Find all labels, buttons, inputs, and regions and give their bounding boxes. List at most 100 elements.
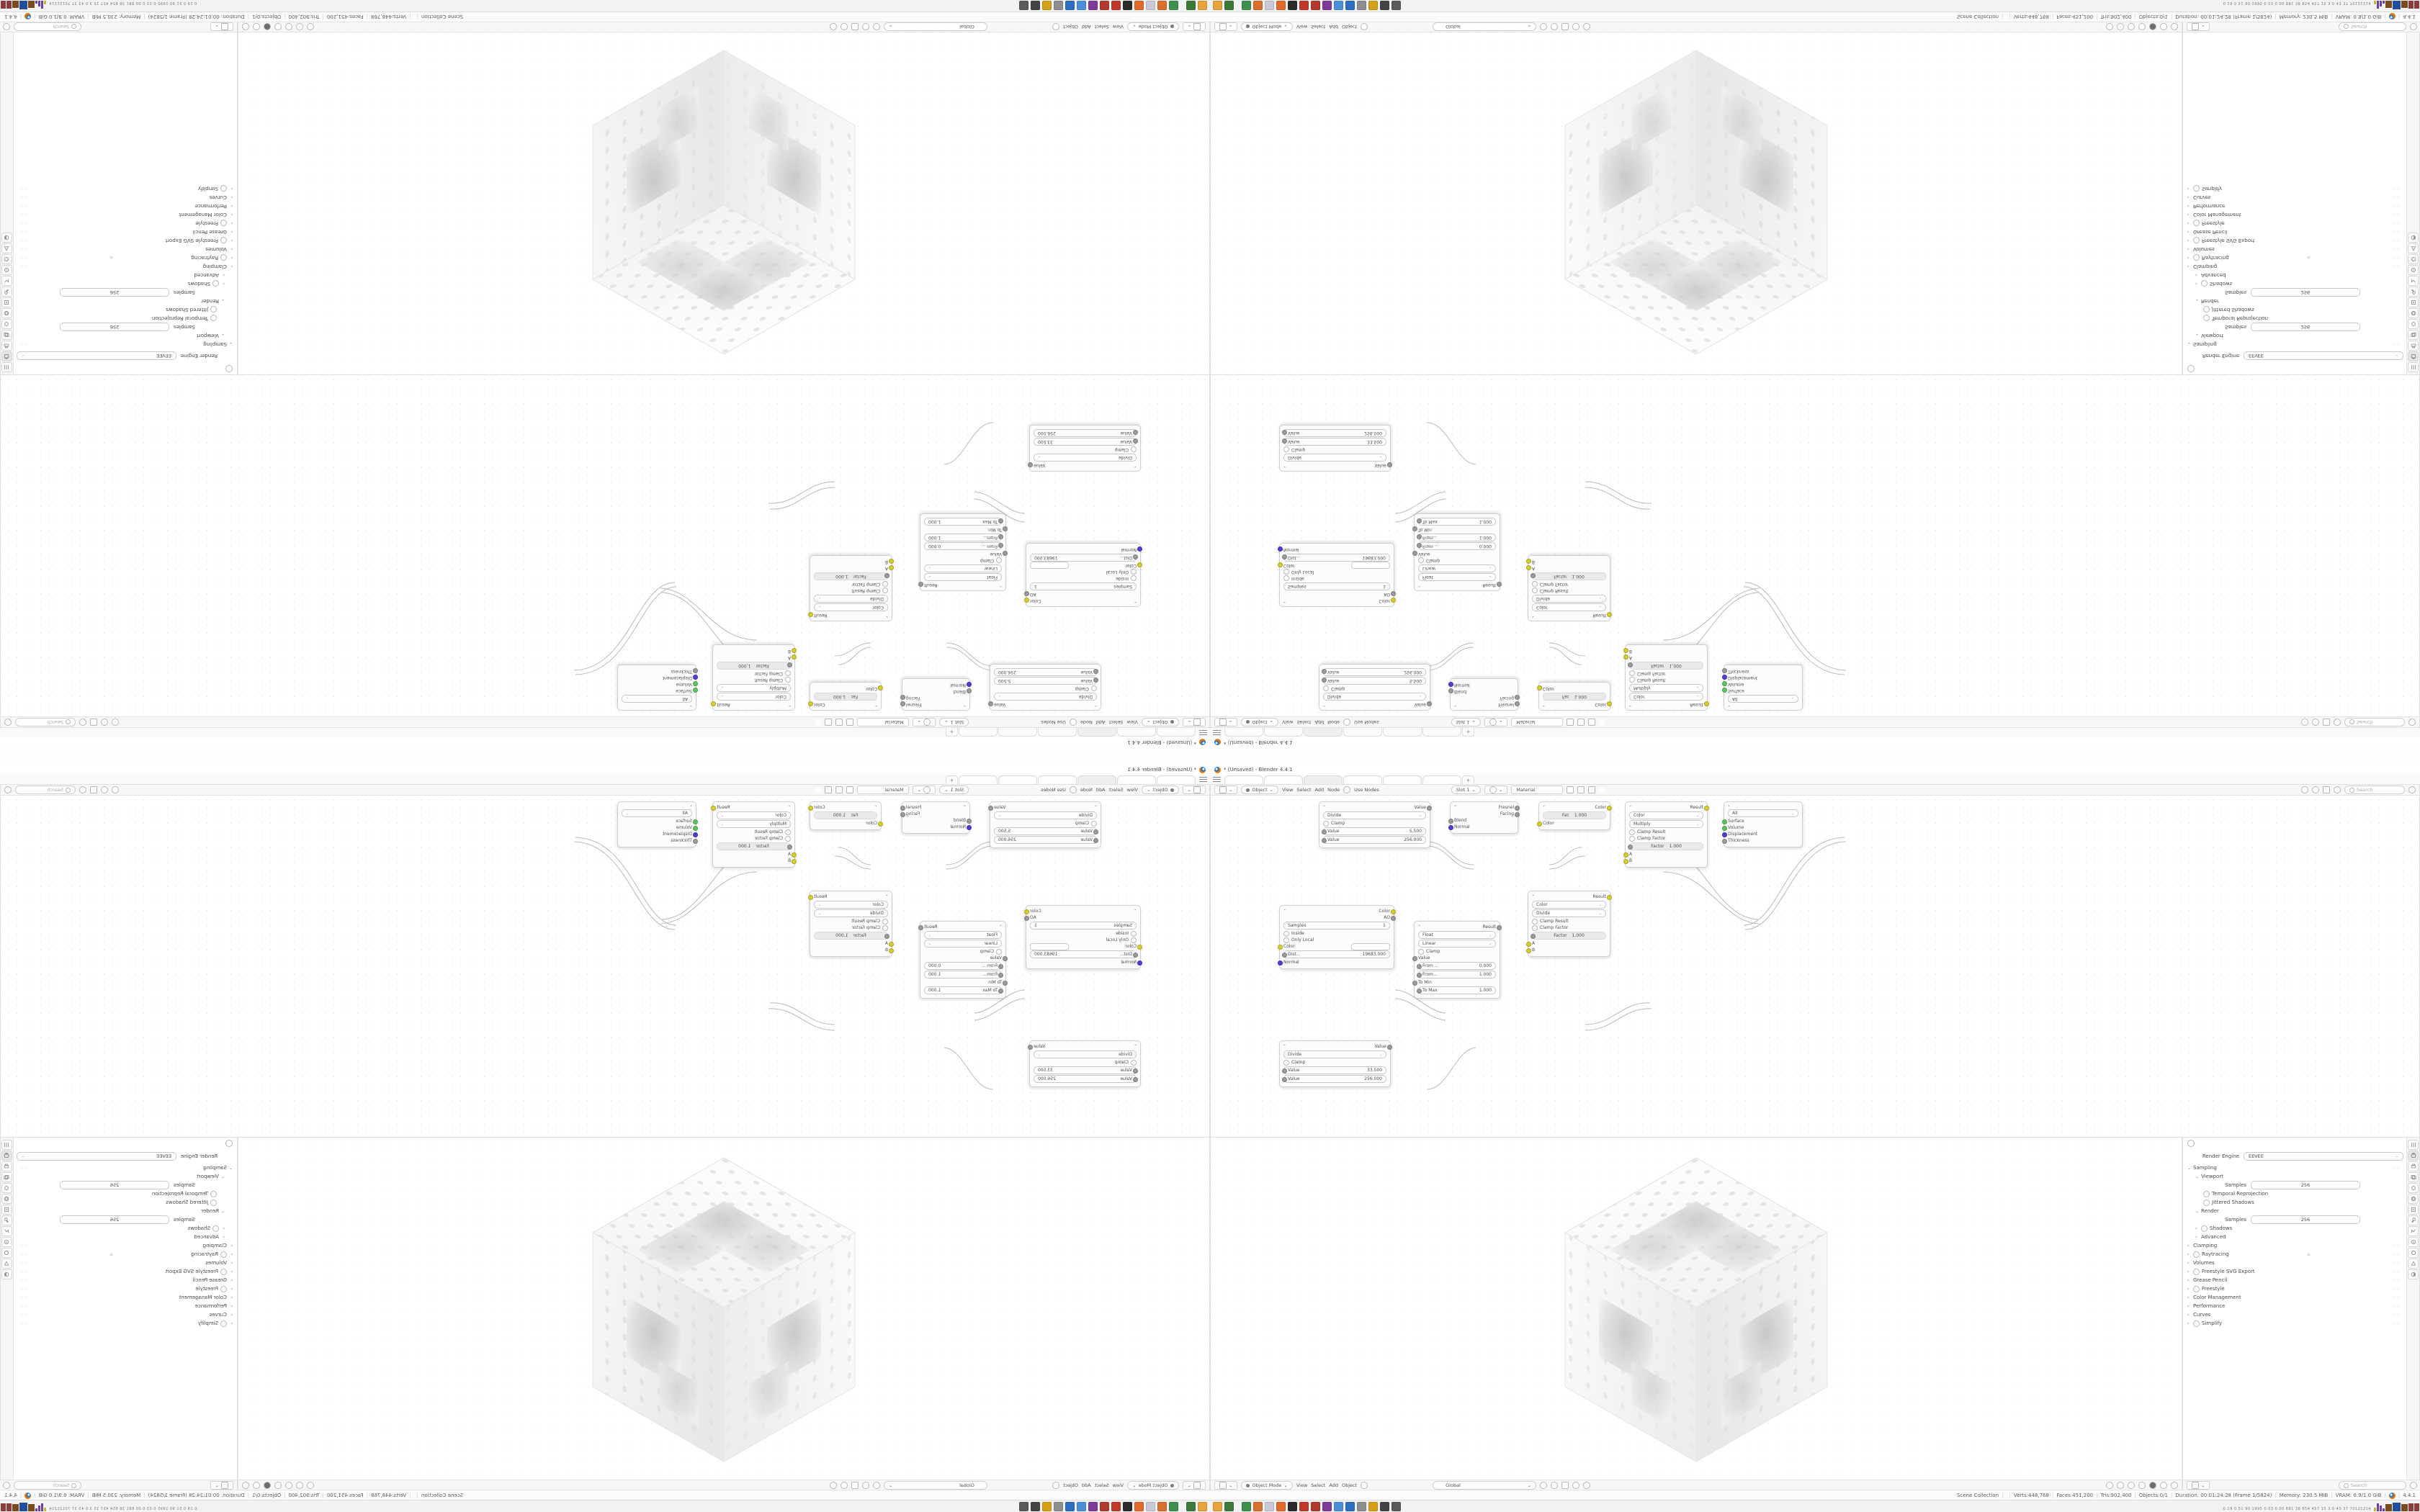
- node-clamp-factor-checkbox[interactable]: Clamp Factor: [713, 670, 794, 677]
- panel-drag-handle[interactable]: ::::: [2392, 1277, 2401, 1283]
- workspace-tab-compositing[interactable]: [959, 775, 998, 784]
- menu-view[interactable]: View: [1282, 719, 1294, 725]
- x-icon[interactable]: [1588, 786, 1596, 793]
- filter-icon[interactable]: [79, 786, 86, 793]
- checkbox-icon[interactable]: [1283, 575, 1289, 582]
- properties-panel-row[interactable]: › Volumes::::: [15, 245, 237, 253]
- checkbox-icon[interactable]: [2193, 1285, 2200, 1292]
- checkbox-icon[interactable]: [1283, 937, 1289, 943]
- node-math-divide-a[interactable]: ⌄ Value Divide ⌄ Clamp Value 5.500: [988, 801, 1101, 848]
- socket-facing-out[interactable]: [900, 695, 905, 700]
- chevron-right-icon[interactable]: ›: [2187, 194, 2190, 200]
- editor-type-selector[interactable]: ⌄: [2187, 22, 2210, 31]
- snap-settings-icon[interactable]: [1561, 23, 1569, 30]
- checkbox-icon[interactable]: [1629, 670, 1635, 677]
- socket-volume-in[interactable]: [693, 681, 698, 686]
- node-value-field-1[interactable]: Value 5.500: [1322, 677, 1426, 685]
- app-icon-3[interactable]: [1242, 1, 1251, 11]
- panel-drag-handle[interactable]: ::::: [2392, 1286, 2401, 1292]
- menu-object[interactable]: Object: [1062, 1482, 1079, 1488]
- pin-icon[interactable]: [1599, 787, 1605, 793]
- socket-result-out[interactable]: [1704, 806, 1709, 811]
- socket-factor-in[interactable]: [1531, 573, 1536, 578]
- checkbox-icon[interactable]: [212, 1225, 219, 1232]
- socket-surface-in[interactable]: [693, 688, 698, 693]
- properties-value-field[interactable]: 256: [60, 1215, 169, 1224]
- properties-tab-world[interactable]: [1, 308, 12, 318]
- properties-panel-row[interactable]: ⌄ Sampling::::: [15, 340, 237, 348]
- chevron-right-icon[interactable]: ›: [2187, 229, 2190, 235]
- properties-panel-row[interactable]: › Shadows: [15, 279, 237, 288]
- panel-drag-handle[interactable]: ::::: [19, 212, 28, 217]
- properties-panel-row[interactable]: Samples 256: [15, 323, 237, 331]
- properties-tab-output[interactable]: [1, 1161, 12, 1171]
- checkbox-icon[interactable]: [2203, 1199, 2210, 1206]
- chevron-right-icon[interactable]: ›: [2187, 1260, 2190, 1266]
- checkbox-icon[interactable]: [2203, 315, 2210, 322]
- app-icon-9[interactable]: [1311, 1501, 1320, 1511]
- node-samples-field[interactable]: Samples 1: [1030, 922, 1137, 930]
- x-icon[interactable]: [1588, 719, 1596, 726]
- snap-icon[interactable]: [112, 786, 119, 793]
- chevron-right-icon[interactable]: ›: [2187, 1269, 2190, 1274]
- socket-facing-out[interactable]: [900, 812, 905, 817]
- checkbox-icon[interactable]: [220, 1285, 227, 1292]
- properties-panel-row[interactable]: › Freestyle::::: [15, 219, 237, 228]
- overlay-icon[interactable]: [101, 719, 108, 726]
- properties-panel-row[interactable]: Jittered Shadows: [15, 305, 237, 314]
- node-ambient-occlusion[interactable]: ⌄ Color AO Samples 1 Inside: [1024, 905, 1142, 969]
- snap-settings-icon[interactable]: [851, 1482, 859, 1489]
- properties-panel-row[interactable]: ⌄ Render: [2183, 1207, 2405, 1215]
- workspace-add-button[interactable]: +: [1462, 728, 1474, 737]
- properties-panel-row[interactable]: › Simplify::::: [2183, 184, 2405, 193]
- chevron-right-icon[interactable]: ›: [2187, 1251, 2190, 1257]
- properties-value-field[interactable]: 256: [2251, 323, 2360, 331]
- node-mix-divide[interactable]: ⌄ Result Color ⌄ Divide ⌄ Clamp Result: [1526, 891, 1612, 957]
- node-value-field-2[interactable]: Value 256.000: [1282, 1075, 1386, 1083]
- fractal-cube-object[interactable]: [1545, 1145, 1847, 1483]
- socket-in[interactable]: [1133, 438, 1138, 444]
- properties-panel-row[interactable]: ⌄ Render: [2183, 297, 2405, 305]
- gizmo-icon[interactable]: [1361, 1482, 1368, 1489]
- node-operation-select[interactable]: Divide ⌄: [1034, 1050, 1137, 1058]
- checkbox-icon[interactable]: [1323, 685, 1329, 692]
- node-data-type-select[interactable]: Color ⌄: [717, 811, 791, 819]
- transform-orientation-selector[interactable]: Global ⌄: [1433, 22, 1537, 31]
- socket-color-in[interactable]: [1278, 562, 1283, 567]
- properties-panel-row[interactable]: › Color Management::::: [2183, 210, 2405, 219]
- checkbox-icon[interactable]: [1131, 937, 1137, 943]
- node-clamp-factor-checkbox[interactable]: Clamp Factor: [810, 924, 892, 931]
- fractal-cube-object[interactable]: [1545, 29, 1847, 367]
- menu-view[interactable]: View: [1112, 1482, 1124, 1488]
- socket-color-out[interactable]: [1024, 598, 1029, 603]
- node-operation-select[interactable]: Divide ⌄: [1323, 693, 1426, 701]
- properties-tab-view-layer[interactable]: [1, 330, 12, 340]
- menu-view[interactable]: View: [1112, 24, 1124, 30]
- snap-icon[interactable]: [112, 719, 119, 726]
- editor-type-selector[interactable]: ⌄: [1182, 786, 1206, 794]
- panel-drag-handle[interactable]: ::::: [19, 1286, 28, 1292]
- chevron-down-icon[interactable]: [3, 1482, 10, 1489]
- node-value-field-1[interactable]: Value 33.500: [1282, 1066, 1386, 1074]
- options-icon[interactable]: [90, 719, 97, 726]
- chevron-down-icon[interactable]: ⌄: [2187, 341, 2192, 347]
- properties-value-field[interactable]: 256: [2251, 1215, 2360, 1224]
- visibility-icon[interactable]: [2106, 1482, 2113, 1489]
- material-name-field[interactable]: Material: [1511, 718, 1564, 726]
- workspace-tab-shading[interactable]: [1077, 775, 1116, 784]
- chevron-right-icon[interactable]: ›: [230, 1251, 233, 1257]
- checkbox-icon[interactable]: [2203, 1190, 2210, 1197]
- transform-orientation-selector[interactable]: Global ⌄: [883, 22, 987, 31]
- panel-drag-handle[interactable]: ::::: [2392, 186, 2401, 192]
- menu-view[interactable]: View: [1282, 787, 1294, 793]
- chevron-down-icon[interactable]: ⌄: [1322, 803, 1327, 808]
- properties-tab-view-layer[interactable]: [2408, 1172, 2419, 1182]
- properties-tab-object[interactable]: [2408, 1215, 2419, 1225]
- options-icon[interactable]: [90, 786, 97, 793]
- chevron-right-icon[interactable]: ›: [230, 1277, 233, 1283]
- material-slot-selector[interactable]: Slot 1 ⌄: [939, 786, 969, 794]
- falloff-icon[interactable]: [829, 23, 837, 30]
- app-icon-11[interactable]: [1334, 1, 1343, 11]
- app-icon-14[interactable]: [1042, 1, 1052, 11]
- menu-add[interactable]: Add: [1082, 1482, 1091, 1488]
